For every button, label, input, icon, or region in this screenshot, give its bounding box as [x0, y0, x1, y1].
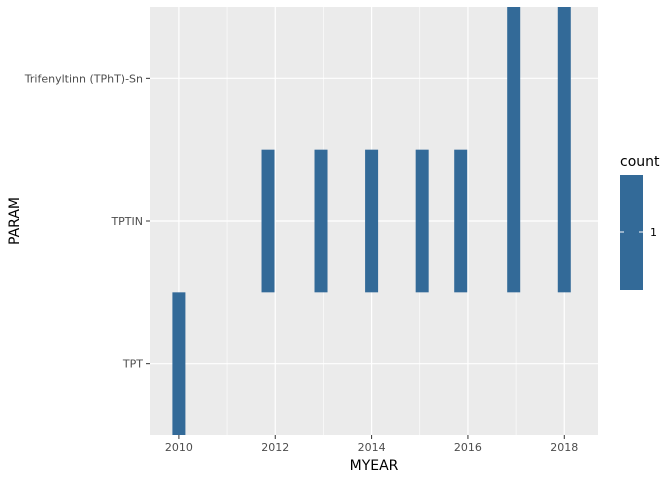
legend: count 1: [620, 154, 660, 290]
data-tile: [172, 292, 186, 435]
x-axis-title: MYEAR: [350, 458, 399, 474]
data-tile: [314, 149, 328, 293]
x-tick-label: 2018: [550, 441, 578, 454]
x-tick-label: 2012: [261, 441, 289, 454]
data-tile: [365, 149, 379, 293]
legend-title: count: [620, 154, 660, 170]
x-tick-label: 2010: [165, 441, 193, 454]
y-tick-label: TPTIN: [110, 215, 143, 228]
x-axis: 2010 2012 2014 2016 2018: [165, 435, 578, 454]
y-axis: TPT TPTIN Trifenyltinn (TPhT)-Sn: [24, 72, 150, 371]
x-tick-label: 2016: [454, 441, 482, 454]
data-tile: [261, 149, 275, 293]
y-axis-title: PARAM: [7, 197, 23, 245]
data-tile: [507, 7, 521, 293]
data-tile: [557, 7, 571, 293]
data-tile: [454, 149, 468, 293]
y-tick-label: Trifenyltinn (TPhT)-Sn: [24, 72, 143, 85]
data-tile: [415, 149, 429, 293]
legend-label: 1: [650, 226, 657, 239]
data-tiles: [172, 7, 571, 435]
x-tick-label: 2014: [358, 441, 386, 454]
legend-colorbar: [620, 175, 643, 290]
y-tick-label: TPT: [122, 358, 143, 371]
